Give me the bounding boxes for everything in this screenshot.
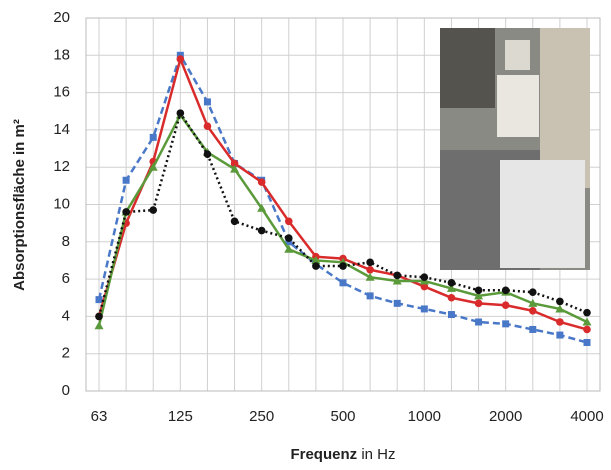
y-tick-label: 16 [53,84,70,101]
marker [528,288,537,296]
marker [230,159,239,168]
marker [393,299,401,307]
marker [203,122,212,130]
marker [176,109,185,117]
photo-box [497,75,539,137]
y-tick-label: 8 [62,233,70,250]
marker [420,273,429,282]
marker [474,299,483,308]
marker [420,305,428,313]
marker [203,150,212,158]
marker [366,258,374,267]
marker [392,276,402,285]
marker [474,291,484,300]
marker [339,262,347,270]
marker [529,325,537,333]
x-tick-label: 2000 [489,408,522,425]
marker [447,279,456,287]
marker [556,297,564,306]
marker [95,296,103,304]
marker [446,283,456,292]
marker [148,162,158,171]
marker [366,265,374,274]
marker [284,217,293,226]
marker [257,203,267,212]
marker [284,244,294,253]
marker [556,318,564,326]
marker [230,164,240,173]
x-tick-label: 500 [330,408,355,425]
x-tick-label: 125 [168,408,193,425]
y-tick-label: 18 [53,46,70,63]
marker [447,311,455,319]
photo-box [505,40,530,70]
marker [501,286,510,295]
marker [502,320,510,328]
y-tick-label: 4 [62,307,70,324]
marker [582,317,592,326]
marker [203,98,211,106]
photo-panel [500,160,585,268]
y-tick-label: 0 [62,382,70,399]
marker [94,321,104,330]
plot-border [85,17,601,392]
marker [122,176,130,184]
marker [149,206,158,214]
marker [447,293,456,302]
photo-shadow [440,28,495,108]
y-axis-label: Absorptionsfläche in m² [11,119,28,291]
marker [583,339,591,347]
marker [257,226,266,235]
marker [311,255,321,264]
y-tick-label: 10 [53,195,70,212]
marker [393,271,402,280]
marker [176,55,185,63]
marker [474,286,483,295]
marker [284,234,293,242]
marker [257,178,266,186]
y-tick-label: 14 [53,121,70,138]
marker [366,292,374,300]
inset-photo [440,28,590,270]
x-tick-label: 4000 [570,408,603,425]
y-tick-label: 6 [62,270,70,287]
x-axis-label-emphasis: Frequenz [290,446,357,463]
marker [149,133,157,141]
y-tick-label: 20 [53,9,70,26]
y-tick-label: 2 [62,345,70,362]
marker [583,308,591,317]
marker [501,301,510,310]
x-axis-label-text: in Hz [361,446,395,463]
marker [95,312,103,321]
marker [339,279,347,287]
x-tick-label: 250 [249,408,274,425]
y-tick-label: 12 [53,158,70,175]
marker [365,272,375,281]
marker [122,208,130,216]
x-tick-label: 1000 [408,408,441,425]
marker [556,331,564,339]
marker [312,262,320,270]
marker [475,318,483,326]
marker [528,307,537,315]
marker [230,217,239,226]
marker [555,304,565,313]
x-axis-label: Frequenz in Hz [290,446,395,463]
marker [528,298,538,307]
x-tick-label: 63 [91,408,108,425]
marker [583,325,591,334]
marker [420,282,429,291]
